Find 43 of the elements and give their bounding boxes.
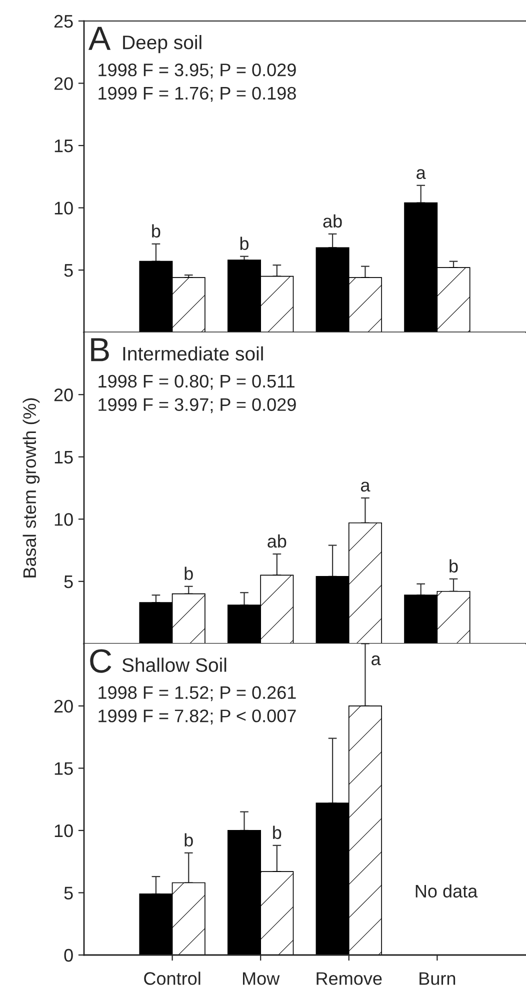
x-tick-label: Burn (420, 972, 456, 985)
annotation: C (90, 649, 112, 673)
annotation: A (88, 26, 111, 50)
y-tick-label: 25 (54, 14, 73, 28)
y-tick-label: 10 (54, 513, 73, 526)
annotation: B (91, 338, 109, 362)
y-tick-label: 15 (54, 450, 73, 464)
annotation: No data (416, 884, 478, 898)
annotation: ab (268, 534, 286, 548)
annotation: b (152, 224, 160, 238)
y-tick-label: 15 (54, 140, 73, 152)
annotation: 1999 F = 7.82; P < 0.007 (98, 710, 296, 724)
annotation: a (360, 482, 370, 492)
y-tick-label: 15 (54, 762, 73, 775)
text: Shallow Soil (122, 658, 226, 672)
annotation: a (372, 655, 381, 666)
text: Deep soil (123, 35, 202, 54)
annotation: 1998 F = 3.95; P = 0.029 (98, 64, 296, 78)
y-axis-title: Basal stem growth (%) (22, 398, 40, 578)
annotation: b (273, 826, 282, 840)
y-tick-label: 10 (54, 824, 73, 838)
annotation: 1999 F = 1.76; P = 0.198 (98, 86, 296, 102)
x-tick-label: Mow (243, 972, 280, 985)
annotation: b (450, 559, 458, 573)
y-tick-label: 20 (54, 77, 73, 90)
annotation: b (240, 236, 249, 250)
text: Intermediate soil (123, 346, 263, 361)
y-tick-label: 10 (54, 202, 73, 215)
annotation: b (184, 833, 193, 847)
annotation: 1998 F = 1.52; P = 0.261 (98, 686, 296, 702)
y-tick-label: 5 (64, 886, 73, 900)
annotation: b (184, 566, 193, 580)
y-tick-label: 5 (64, 264, 73, 277)
y-tick-label: 20 (54, 388, 73, 402)
annotation: 1998 F = 0.80; P = 0.511 (98, 374, 294, 390)
annotation: 1999 F = 3.97; P = 0.029 (98, 398, 296, 414)
x-tick-label: Remove (316, 972, 382, 985)
x-tick-label: Control (144, 972, 200, 985)
y-tick-label: 5 (64, 576, 73, 588)
y-tick-label: 20 (54, 700, 73, 713)
annotation: a (416, 169, 426, 180)
annotation: ab (323, 214, 342, 228)
y-tick-label: 0 (64, 948, 73, 962)
